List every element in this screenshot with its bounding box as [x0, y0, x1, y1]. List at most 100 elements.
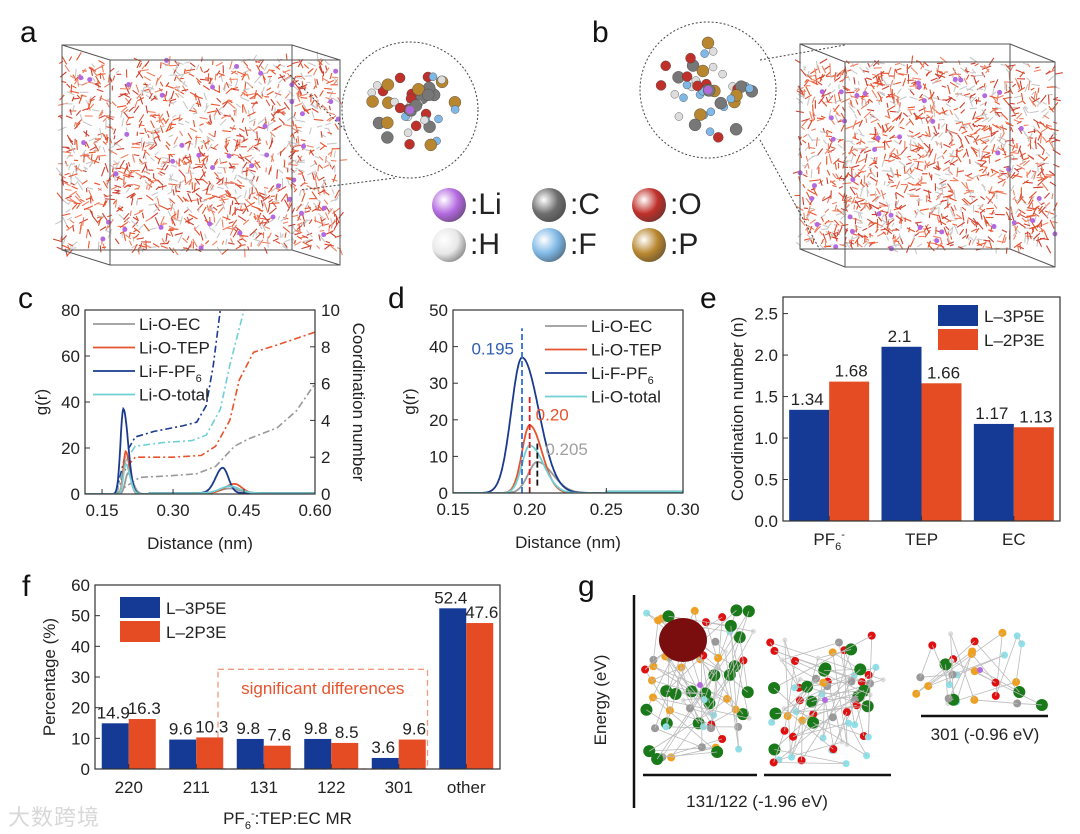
bond: [145, 142, 153, 146]
bond: [825, 131, 829, 136]
bond: [74, 68, 77, 78]
bond: [142, 170, 151, 175]
li-atom: [124, 131, 130, 137]
bond: [794, 205, 804, 212]
bond: [135, 215, 139, 221]
bond: [897, 88, 902, 95]
bond: [894, 235, 901, 242]
bond: [917, 142, 925, 149]
bond: [210, 146, 217, 151]
bond: [826, 91, 832, 95]
bond: [949, 197, 957, 202]
bond: [307, 171, 315, 176]
bond: [284, 239, 291, 243]
bond: [212, 206, 218, 211]
bond: [889, 147, 896, 155]
bond: [1012, 174, 1023, 178]
bond: [938, 215, 943, 226]
bond: [1027, 199, 1034, 208]
bond: [175, 190, 181, 193]
bond: [79, 153, 89, 157]
bond: [934, 140, 942, 146]
bond: [325, 230, 334, 235]
bond: [895, 215, 904, 222]
bond: [822, 195, 832, 202]
y-tick-label: 30: [71, 668, 90, 687]
bond: [314, 178, 318, 189]
bond: [277, 168, 284, 174]
bond: [280, 242, 287, 249]
bond: [974, 117, 983, 123]
bond: [1039, 237, 1049, 241]
plot-frame-d: [452, 309, 684, 494]
bond: [941, 184, 944, 193]
bond: [186, 206, 193, 214]
bond: [199, 231, 204, 241]
bond: [102, 212, 108, 221]
bond: [322, 134, 327, 138]
zoom-circle-b: [639, 21, 846, 251]
bond: [313, 160, 318, 166]
bond: [853, 204, 856, 210]
bond: [1010, 212, 1015, 222]
bond: [898, 216, 903, 224]
bond: [832, 107, 839, 115]
bond: [934, 186, 942, 191]
bond: [990, 171, 998, 178]
bond: [74, 214, 83, 219]
bond: [192, 120, 196, 128]
atom-ball-icon: [532, 228, 566, 262]
bond: [137, 224, 144, 232]
bond: [915, 187, 921, 192]
bond: [128, 231, 131, 238]
bond: [835, 112, 841, 117]
bond: [949, 109, 954, 116]
bond: [956, 651, 973, 703]
bond: [806, 227, 809, 234]
atom: [694, 108, 707, 121]
panel-label-g: g: [578, 570, 595, 603]
bond: [123, 165, 128, 175]
bond: [912, 233, 916, 241]
bond: [849, 186, 856, 196]
bond: [1017, 195, 1024, 204]
bond: [996, 92, 999, 103]
bond: [881, 158, 886, 167]
bond: [214, 130, 217, 138]
bond: [848, 241, 855, 245]
bond: [1007, 64, 1016, 67]
atom: [674, 112, 684, 121]
bond: [791, 658, 819, 758]
bond: [314, 78, 318, 89]
bond: [1017, 87, 1026, 93]
panel-label-c: c: [18, 282, 33, 315]
bond: [983, 64, 990, 73]
legend-label: Li-O-TEP: [139, 339, 210, 358]
bond: [98, 60, 105, 65]
bond: [972, 138, 982, 143]
bond: [969, 132, 978, 136]
bond: [216, 177, 225, 185]
bond: [903, 185, 909, 194]
bond: [908, 163, 915, 170]
bond: [161, 238, 166, 245]
bond: [1021, 159, 1025, 165]
atom: [714, 96, 727, 110]
bond: [976, 117, 985, 120]
bond: [216, 232, 221, 239]
bond: [74, 73, 81, 82]
bond: [309, 149, 315, 154]
bond: [279, 74, 286, 82]
bond: [185, 68, 196, 72]
bond: [886, 223, 890, 229]
bond: [820, 98, 828, 107]
bond: [939, 179, 947, 185]
bar-value-label: 47.6: [465, 603, 498, 622]
bond: [146, 185, 148, 190]
bond: [859, 133, 865, 137]
bond: [256, 146, 261, 153]
bond: [247, 145, 254, 153]
bond: [936, 73, 946, 78]
bond: [866, 173, 871, 178]
bond: [665, 655, 704, 692]
